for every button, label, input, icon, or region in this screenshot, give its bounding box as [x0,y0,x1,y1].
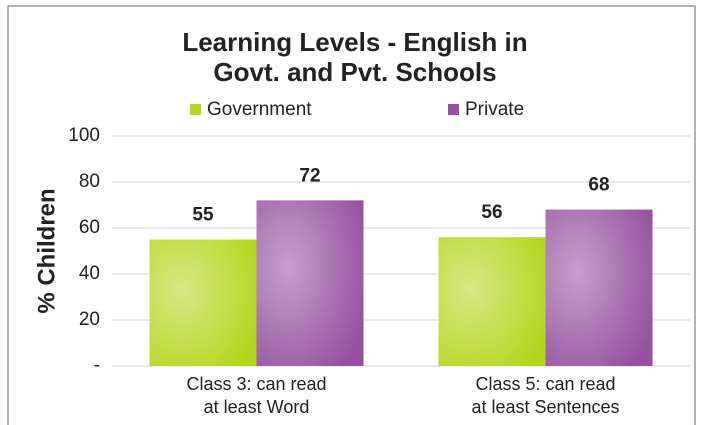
data-label: 55 [192,205,214,226]
x-tick-label: Class 5: can read at least Sentences [471,374,619,417]
y-tick-label: 20 [79,309,100,330]
y-tick-label: - [94,355,100,376]
y-tick-label: 80 [79,171,100,192]
y-tick-label: 40 [79,263,100,284]
bar-sheen [256,200,364,366]
y-tick-label: 100 [68,125,100,146]
chart-title: Learning Levels - English in [182,27,527,57]
bar-sheen [545,209,653,366]
data-label: 68 [588,175,609,196]
bar-sheen [438,237,546,366]
chart-title: Govt. and Pvt. Schools [213,57,496,87]
data-label: 56 [481,202,502,223]
legend-label: Private [465,99,524,120]
y-axis-label: % Children [33,188,60,313]
legend-swatch [190,104,201,115]
data-label: 72 [299,165,320,186]
legend-label: Government [207,99,312,120]
bar-sheen [149,239,257,366]
legend-swatch [448,104,459,115]
y-tick-label: 60 [79,217,100,238]
x-tick-label: Class 3: can read at least Word [186,374,326,417]
